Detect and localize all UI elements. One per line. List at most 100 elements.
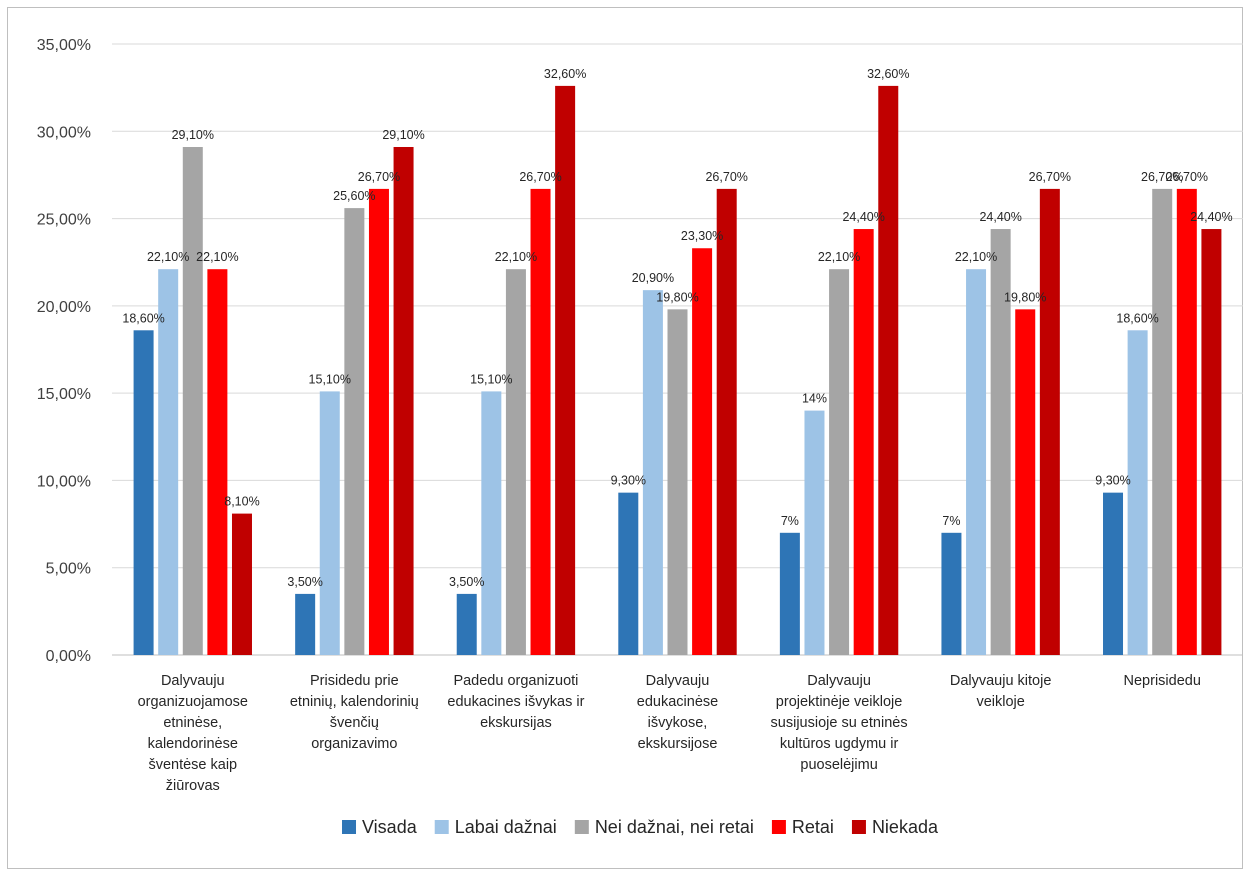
data-label: 3,50% — [287, 575, 322, 589]
data-label: 15,10% — [470, 372, 512, 386]
y-tick-label: 0,00% — [46, 648, 91, 665]
data-label: 22,10% — [495, 250, 537, 264]
y-tick-label: 15,00% — [37, 386, 91, 403]
x-axis-label: Dalyvauju edukacinėse išvykose, ekskursijos… — [637, 673, 718, 752]
data-label: 19,80% — [1004, 290, 1046, 304]
x-axis-label-line: žiūrovas — [166, 778, 220, 794]
y-tick-label: 25,00% — [37, 212, 91, 229]
data-label: 26,70% — [1029, 170, 1071, 184]
data-label: 26,70% — [1166, 170, 1208, 184]
bar — [829, 269, 850, 655]
y-tick-label: 5,00% — [46, 561, 91, 578]
data-label: 7% — [781, 514, 799, 528]
data-label: 7% — [942, 514, 960, 528]
data-label: 8,10% — [224, 495, 259, 509]
bar — [667, 309, 688, 655]
data-label: 22,10% — [955, 250, 997, 264]
data-label: 22,10% — [196, 250, 238, 264]
data-label: 26,70% — [1141, 170, 1183, 184]
data-label: 24,40% — [842, 210, 884, 224]
data-label: 19,80% — [656, 290, 698, 304]
legend-item: Niekada — [851, 817, 939, 837]
bar — [456, 593, 477, 655]
bar — [505, 269, 526, 655]
x-axis-label-line: Dalyvauju — [807, 673, 871, 689]
bar — [1039, 188, 1060, 655]
y-tick-label: 10,00% — [37, 473, 91, 490]
data-label: 26,70% — [358, 170, 400, 184]
legend-label: Niekada — [872, 817, 939, 837]
x-axis-label-line: šventėse kaip — [148, 757, 237, 773]
data-label: 9,30% — [1095, 474, 1130, 488]
bars — [133, 85, 1222, 656]
x-axis-label: Dalyvauju kitoje veikloje — [950, 673, 1052, 710]
legend-label: Labai dažnai — [455, 817, 557, 837]
x-axis-label-line: Dalyvauju — [161, 673, 225, 689]
y-tick-label: 30,00% — [37, 124, 91, 141]
legend-label: Visada — [362, 817, 418, 837]
x-axis-label-line: organizavimo — [311, 736, 397, 752]
x-axis-label-line: susijusioje su etninės — [771, 715, 908, 731]
x-axis-label-line: kalendorinėse — [148, 736, 238, 752]
bar — [393, 146, 414, 656]
bar — [182, 146, 203, 656]
bar — [319, 391, 340, 655]
bar — [990, 229, 1011, 655]
bar — [779, 532, 800, 655]
x-axis-label-line: edukacines išvykas ir — [447, 694, 584, 710]
bar — [530, 188, 551, 655]
x-axis-label: Dalyvauju organizuojamose etninėse, kalendo… — [138, 673, 248, 794]
legend-swatch — [771, 820, 786, 834]
data-label: 26,70% — [705, 170, 747, 184]
data-label: 18,60% — [122, 311, 164, 325]
x-axis-label-line: organizuojamose — [138, 694, 248, 710]
data-label: 24,40% — [1190, 210, 1232, 224]
data-label: 18,60% — [1116, 311, 1158, 325]
bar — [481, 391, 502, 655]
bar — [1176, 188, 1197, 655]
legend-swatch — [342, 820, 357, 834]
legend-label: Nei dažnai, nei retai — [595, 817, 754, 837]
data-label: 29,10% — [382, 128, 424, 142]
x-axis-label-line: išvykose, — [648, 715, 708, 731]
legend: Visada Labai dažnai Nei dažnai, nei retai R… — [342, 817, 939, 837]
legend-swatch — [574, 820, 589, 834]
legend-item: Labai dažnai — [434, 817, 557, 837]
x-axis-label-line: Neprisidedu — [1124, 673, 1201, 689]
data-label: 23,30% — [681, 229, 723, 243]
data-label: 20,90% — [632, 271, 674, 285]
data-label: 22,10% — [818, 250, 860, 264]
legend-swatch — [851, 820, 866, 834]
data-label: 26,70% — [519, 170, 561, 184]
bar — [1127, 330, 1148, 655]
y-tick-label: 35,00% — [37, 37, 91, 54]
x-axis-label-line: Dalyvauju kitoje — [950, 673, 1052, 689]
data-label: 25,60% — [333, 189, 375, 203]
data-label: 22,10% — [147, 250, 189, 264]
data-label: 24,40% — [979, 210, 1021, 224]
bar — [344, 208, 365, 655]
bar — [1201, 229, 1222, 655]
x-axis: Dalyvauju organizuojamose etninėse, kalendo… — [138, 673, 1201, 794]
bar — [853, 229, 874, 655]
bar — [878, 85, 899, 655]
x-axis-label-line: Prisidedu prie — [310, 673, 399, 689]
data-label: 32,60% — [544, 67, 586, 81]
bar — [207, 269, 228, 655]
data-labels: 18,60% 3,50% 3,50% 9,30% 7% 7% 9,30% 22,10% 15,1… — [122, 67, 1232, 589]
x-axis-label: Padedu organizuoti edukacines išvykas ir e… — [447, 673, 584, 731]
bar — [618, 492, 639, 655]
data-label: 14% — [802, 392, 827, 406]
data-label: 32,60% — [867, 67, 909, 81]
bar — [555, 85, 576, 655]
bar — [231, 513, 252, 655]
bar — [804, 410, 825, 655]
bar — [966, 269, 987, 655]
x-axis-label: Dalyvauju projektinėje veikloje susijusioj… — [771, 673, 908, 773]
x-axis-label-line: švenčių — [330, 715, 379, 731]
bar — [1015, 309, 1036, 655]
x-axis-label-line: puoselėjimu — [800, 757, 877, 773]
bar — [368, 188, 389, 655]
bar — [642, 290, 663, 655]
